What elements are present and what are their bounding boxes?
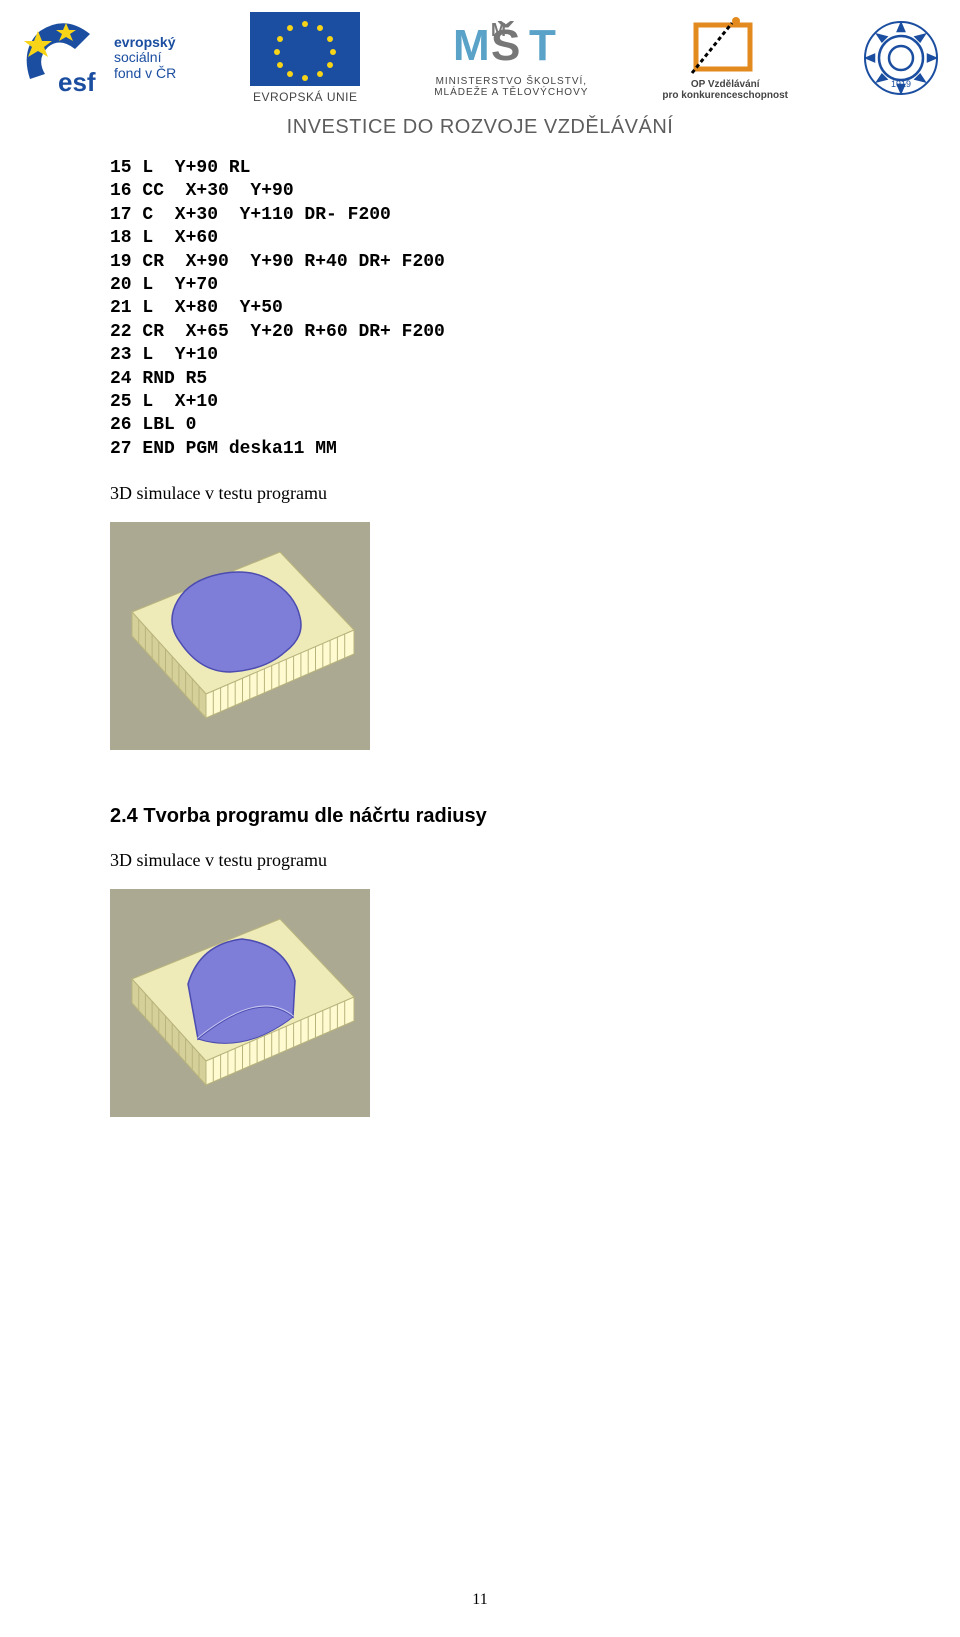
logo-eu: EVROPSKÁ UNIE <box>250 12 360 104</box>
logo-school: 1919 <box>862 19 940 97</box>
simulation-figure-2 <box>110 889 370 1117</box>
simulation-figure-1 <box>110 522 370 750</box>
logo-op: OP Vzdělávání pro konkurenceschopnost <box>662 15 788 101</box>
nc-code-block: 15 L Y+90 RL 16 CC X+30 Y+90 17 C X+30 Y… <box>110 157 850 461</box>
msmt-line1: MINISTERSTVO ŠKOLSTVÍ, <box>436 76 587 87</box>
page-number: 11 <box>0 1591 960 1609</box>
svg-text:M: M <box>453 21 490 70</box>
logo-esf: esf evropský sociální fond v ČR <box>20 19 176 97</box>
eu-label: EVROPSKÁ UNIE <box>253 90 358 104</box>
svg-text:T: T <box>529 21 556 70</box>
op-line1: OP Vzdělávání <box>691 79 760 90</box>
eu-flag-icon <box>250 12 360 86</box>
op-line2: pro konkurenceschopnost <box>662 90 788 101</box>
school-gear-icon: 1919 <box>862 19 940 97</box>
msmt-icon: M Š M T <box>451 18 571 76</box>
op-icon <box>686 15 764 79</box>
esf-line1: evropský <box>114 35 176 50</box>
esf-line2: sociální <box>114 50 176 65</box>
svg-text:M: M <box>491 20 506 40</box>
logos-row: esf evropský sociální fond v ČR EVROPSKÁ… <box>20 12 940 104</box>
caption-1: 3D simulace v testu programu <box>110 483 850 504</box>
svg-text:esf: esf <box>58 67 96 97</box>
section-heading: 2.4 Tvorba programu dle náčrtu radiusy <box>110 805 850 828</box>
esf-icon: esf <box>20 19 108 97</box>
caption-2: 3D simulace v testu programu <box>110 850 850 871</box>
esf-line3: fond v ČR <box>114 66 176 81</box>
school-year: 1919 <box>891 79 911 89</box>
header-banner: esf evropský sociální fond v ČR EVROPSKÁ… <box>0 0 960 157</box>
page-content: 15 L Y+90 RL 16 CC X+30 Y+90 17 C X+30 Y… <box>0 157 960 1117</box>
msmt-line2: MLÁDEŽE A TĚLOVÝCHOVY <box>434 87 588 98</box>
investice-tagline: INVESTICE DO ROZVOJE VZDĚLÁVÁNÍ <box>20 116 940 139</box>
logo-msmt: M Š M T MINISTERSTVO ŠKOLSTVÍ, MLÁDEŽE A… <box>434 18 588 98</box>
